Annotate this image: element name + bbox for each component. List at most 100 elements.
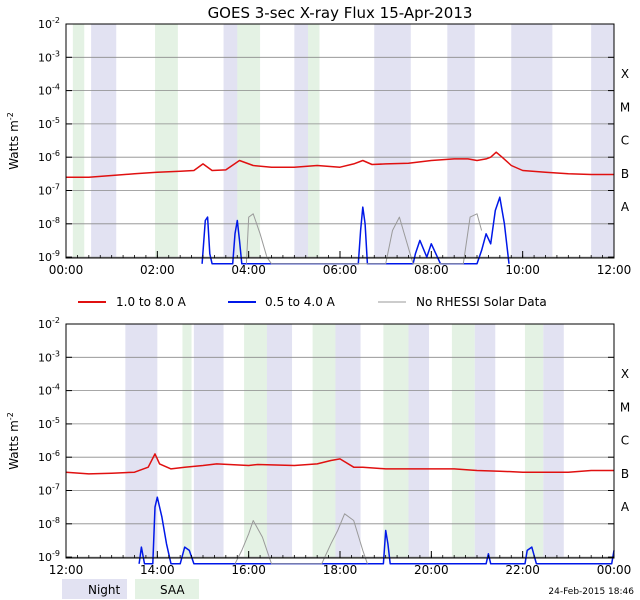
panel-1-series-red	[66, 151, 614, 178]
panel-1-ytick-label: 10-4	[38, 83, 60, 98]
panel-1-night-band-3	[374, 24, 411, 258]
panel-1-xtick-label: 02:00	[140, 263, 175, 277]
ytick-base: 10	[38, 185, 52, 198]
panel-1-ytick-label: 10-2	[38, 16, 60, 31]
panel-2-ylabel-text: Watts m	[7, 420, 21, 470]
panel-1-ytick-label: 10-6	[38, 149, 60, 164]
panel-2-series-gray	[234, 513, 368, 565]
panel-2-saa-band-4	[451, 324, 475, 558]
ytick-base: 10	[38, 51, 52, 64]
ytick-exp: -2	[52, 316, 60, 325]
night-legend-label: Night	[88, 583, 121, 597]
panel-1-ylabel-text: Watts m	[7, 120, 21, 170]
ytick-base: 10	[38, 151, 52, 164]
panel-2-xtick-label: 20:00	[414, 563, 449, 577]
panel-2-xtick-label: 12:00	[49, 563, 84, 577]
panel-2-series-red	[65, 453, 614, 475]
panel-2-class-B: B	[621, 467, 629, 481]
panel-1-class-B: B	[621, 167, 629, 181]
ytick-exp: -5	[52, 416, 60, 425]
panel-1-xtick-label: 04:00	[231, 263, 266, 277]
panel-2-ytick-label: 10-9	[38, 549, 60, 564]
panel-2-class-A: A	[621, 500, 630, 514]
panel-1-night-band-4	[447, 24, 475, 258]
ytick-base: 10	[38, 418, 52, 431]
panel-2-night-band-2	[262, 324, 293, 558]
panel-2-xtick-label: 14:00	[140, 563, 175, 577]
footer-timestamp: 24-Feb-2015 18:46	[548, 587, 634, 597]
panel-1-class-A: A	[621, 200, 630, 214]
chart-title: GOES 3-sec X-ray Flux 15-Apr-2013	[208, 4, 473, 22]
panel-2-xtick-label: 00:00	[597, 563, 632, 577]
ytick-exp: -9	[52, 549, 60, 558]
legend: 1.0 to 8.0 A 0.5 to 4.0 A No RHESSI Sola…	[78, 295, 547, 309]
panel-2-xtick-label: 18:00	[323, 563, 358, 577]
ytick-exp: -3	[52, 49, 60, 58]
legend-gray-label: No RHESSI Solar Data	[416, 295, 547, 309]
panel-2-class-X: X	[621, 367, 629, 381]
panel-1-ylabel-exp: -2	[6, 112, 15, 120]
panel-1-xtick-label: 08:00	[414, 263, 449, 277]
ytick-base: 10	[38, 551, 52, 564]
ytick-exp: -5	[52, 116, 60, 125]
ytick-exp: -7	[52, 183, 60, 192]
ytick-base: 10	[38, 451, 52, 464]
panel-1-series-blue	[201, 196, 510, 265]
saa-legend-box	[135, 579, 199, 599]
panel-1-class-X: X	[621, 67, 629, 81]
legend-short-label: 0.5 to 4.0 A	[265, 295, 336, 309]
panel-1-saa-band-1	[155, 24, 178, 258]
panel-1-xtick-label: 06:00	[323, 263, 358, 277]
panel-1-night-band-5	[511, 24, 553, 258]
ytick-exp: -8	[52, 216, 60, 225]
ytick-exp: -4	[52, 383, 60, 392]
band-legend: Night SAA	[62, 579, 199, 599]
ytick-base: 10	[38, 351, 52, 364]
panel-2-ytick-label: 10-4	[38, 383, 60, 398]
panel-2-ylabel-exp: -2	[6, 412, 15, 420]
ytick-exp: -3	[52, 349, 60, 358]
panel-1-saa-band-3	[308, 24, 320, 258]
ytick-base: 10	[38, 85, 52, 98]
panel-2-class-M: M	[620, 400, 630, 414]
panel-2-ytick-label: 10-7	[38, 483, 60, 498]
panel-2-night-band-1	[193, 324, 224, 558]
panel-1-saa-band-0	[72, 24, 85, 258]
panel-2-ytick-label: 10-5	[38, 416, 60, 431]
ytick-base: 10	[38, 218, 52, 231]
ytick-base: 10	[38, 251, 52, 264]
panel-1-xtick-label: 12:00	[597, 263, 632, 277]
panel-2-ytick-label: 10-3	[38, 349, 60, 364]
panel-2-ytick-label: 10-8	[38, 516, 60, 531]
panel-1-night-band-0	[91, 24, 117, 258]
saa-legend-label: SAA	[160, 583, 185, 597]
panel-1-xtick-label: 00:00	[49, 263, 84, 277]
panel-2-night-band-0	[125, 324, 158, 558]
panel-1-xtick-label: 10:00	[505, 263, 540, 277]
panel-1-saa-band-2	[237, 24, 261, 258]
panel-1-series-gray	[245, 213, 483, 265]
panel-2-xtick-label: 22:00	[505, 563, 540, 577]
panel-2-ytick-label: 10-2	[38, 316, 60, 331]
panel-2-class-C: C	[621, 434, 629, 448]
night-legend-box	[62, 579, 127, 599]
panel-2-saa-band-2	[312, 324, 336, 558]
panel-2-saa-band-3	[383, 324, 409, 558]
ytick-exp: -7	[52, 483, 60, 492]
panel-1-ytick-label: 10-3	[38, 49, 60, 64]
legend-long-label: 1.0 to 8.0 A	[116, 295, 187, 309]
panel-1-ytick-label: 10-7	[38, 183, 60, 198]
panel-1-ytick-label: 10-8	[38, 216, 60, 231]
ytick-base: 10	[38, 318, 52, 331]
panel-2-ylabel: Watts m-2	[6, 412, 21, 470]
ytick-exp: -6	[52, 149, 60, 158]
panel-2-saa-band-5	[524, 324, 544, 558]
panel-1-ylabel: Watts m-2	[6, 112, 21, 170]
ytick-exp: -9	[52, 249, 60, 258]
ytick-base: 10	[38, 18, 52, 31]
panel-1-class-C: C	[621, 134, 629, 148]
ytick-base: 10	[38, 118, 52, 131]
ytick-exp: -2	[52, 16, 60, 25]
